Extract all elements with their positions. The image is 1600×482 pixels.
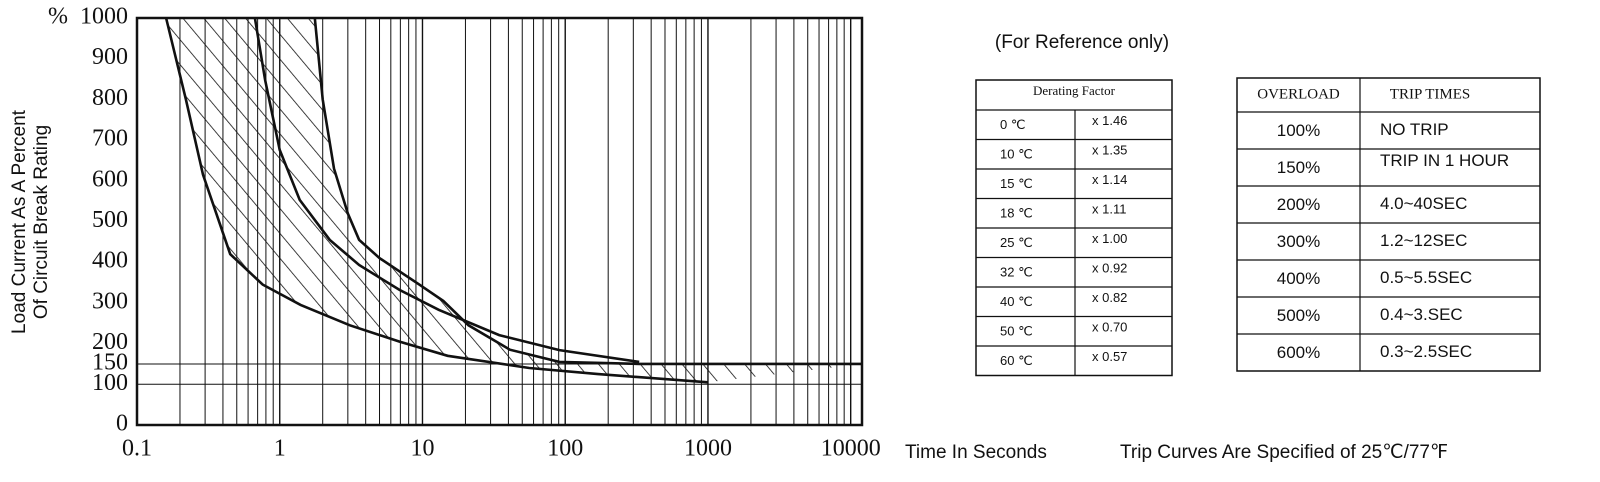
table-cell: 0.4~3.SEC	[1380, 305, 1463, 324]
x-axis-title: Time In Seconds	[905, 442, 1047, 463]
table-frame	[1236, 77, 1541, 372]
table-cell: TRIP IN 1 HOUR	[1380, 151, 1509, 170]
tables: Derating Factor 0 ℃ x 1.46 10 ℃ x 1.35 15 ℃ x …	[975, 77, 1541, 377]
table-cell: 4.0~40SEC	[1380, 194, 1467, 213]
note: (For Reference only)	[995, 32, 1169, 53]
table-cell: x 0.92	[1092, 261, 1127, 276]
table-cell: 400%	[1277, 269, 1320, 288]
table-cell: x 1.35	[1092, 143, 1127, 158]
table-cell: 60 ℃	[1000, 353, 1033, 368]
x-tick-label: 100	[547, 436, 583, 462]
y-tick-label: 400	[92, 248, 128, 274]
y-tick-label: 0	[116, 411, 128, 437]
table-cell: 1.2~12SEC	[1380, 231, 1467, 250]
table-cell: x 0.57	[1092, 349, 1127, 364]
trip-curve	[313, 17, 862, 366]
table-header: Derating Factor	[1033, 83, 1116, 98]
y-tick-label: 300	[92, 288, 128, 314]
plot: 0.1 1 10 100 1000 100000100150200300400500600…	[80, 4, 881, 462]
table-cell: 18 ℃	[1000, 206, 1033, 221]
y-tick-label: 600	[92, 166, 128, 192]
table-header: OVERLOAD	[1257, 86, 1340, 102]
table-cell: x 1.46	[1092, 113, 1127, 128]
y-tick-label: 150	[92, 349, 128, 375]
x-tick-label: 1	[274, 436, 286, 462]
y-tick-label: 900	[92, 44, 128, 70]
table-cell: 50 ℃	[1000, 324, 1033, 339]
table-header: TRIP TIMES	[1390, 86, 1470, 102]
x-tick-label: 10000	[821, 436, 881, 462]
annotation: Trip Curves Are Specified of 25℃/77℉	[1120, 442, 1448, 463]
table-cell: 10 ℃	[1000, 147, 1033, 162]
table-cell: x 1.00	[1092, 231, 1127, 246]
table-cell: 32 ℃	[1000, 265, 1033, 280]
trip-curve	[164, 17, 709, 384]
plot-frame	[135, 16, 864, 427]
table-cell: 100%	[1277, 121, 1320, 140]
table-cell: 0.5~5.5SEC	[1380, 268, 1472, 287]
y-tick-label: 1000	[80, 4, 128, 30]
hatch-band	[166, 18, 862, 383]
y-unit-label: %	[48, 4, 68, 30]
table-cell: NO TRIP	[1380, 120, 1449, 139]
table-cell: x 1.11	[1092, 202, 1126, 217]
table-cell: 500%	[1277, 306, 1320, 325]
x-tick-label: 0.1	[122, 436, 152, 462]
table-cell: 0 ℃	[1000, 117, 1025, 132]
x-tick-label: 1000	[684, 436, 732, 462]
y-tick-label: 700	[92, 126, 128, 152]
table-cell: 200%	[1277, 195, 1320, 214]
trip-curve	[253, 17, 640, 364]
table-cell: 25 ℃	[1000, 235, 1033, 250]
y-label-line: Load Current As A Percent	[9, 109, 30, 334]
y-tick-label: 200	[92, 329, 128, 355]
table-cell: 15 ℃	[1000, 176, 1033, 191]
y-tick-label: 800	[92, 85, 128, 111]
table-cell: 40 ℃	[1000, 294, 1033, 309]
y-label-line: Of Circuit Break Rating	[31, 125, 52, 319]
x-tick-label: 10	[410, 436, 434, 462]
table-cell: 150%	[1277, 158, 1320, 177]
table-cell: x 1.14	[1092, 172, 1127, 187]
table-cell: x 0.82	[1092, 290, 1127, 305]
table-cell: x 0.70	[1092, 320, 1127, 335]
y-tick-label: 500	[92, 207, 128, 233]
table-cell: 0.3~2.5SEC	[1380, 342, 1472, 361]
table-cell: 300%	[1277, 232, 1320, 251]
y-tick-label: 100	[92, 370, 128, 396]
y-axis-title: Load Current As A Percent Of Circuit Bre…	[9, 109, 52, 334]
table-cell: 600%	[1277, 343, 1320, 362]
